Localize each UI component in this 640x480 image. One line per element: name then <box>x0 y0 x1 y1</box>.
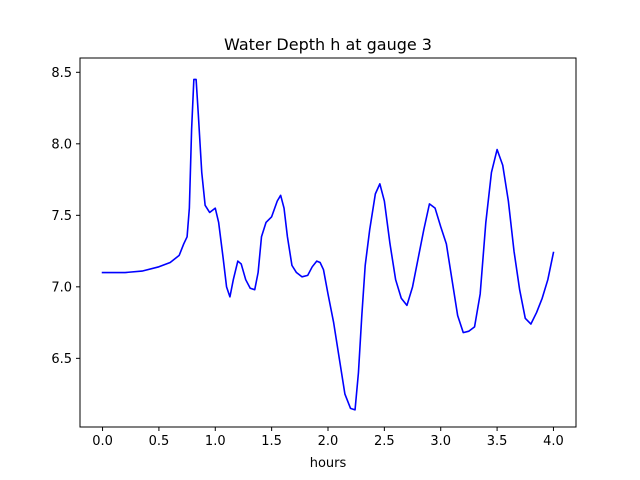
x-tick-label: 2.0 <box>318 434 339 449</box>
x-tick-label: 2.5 <box>374 434 395 449</box>
y-tick-label: 6.5 <box>51 352 72 367</box>
y-tick-label: 8.0 <box>51 137 72 152</box>
x-tick-label: 0.0 <box>92 434 113 449</box>
y-tick-label: 7.5 <box>51 209 72 224</box>
x-tick-label: 3.0 <box>430 434 451 449</box>
chart-title: Water Depth h at gauge 3 <box>224 35 432 54</box>
series-line-0 <box>101 78 555 411</box>
x-tick-label: 3.5 <box>487 434 508 449</box>
x-tick-label: 1.0 <box>205 434 226 449</box>
x-tick-label: 0.5 <box>149 434 170 449</box>
x-axis-label: hours <box>310 456 347 471</box>
x-tick-label: 4.0 <box>543 434 564 449</box>
y-tick-label: 8.5 <box>51 66 72 81</box>
y-tick-label: 7.0 <box>51 280 72 295</box>
plot-area: 0.0 0.5 1.0 1.5 2.0 2.5 3.0 3.5 4.0 6.5 7.0 7.5 8.0 8… <box>51 57 577 449</box>
x-tick-label: 1.5 <box>261 434 282 449</box>
